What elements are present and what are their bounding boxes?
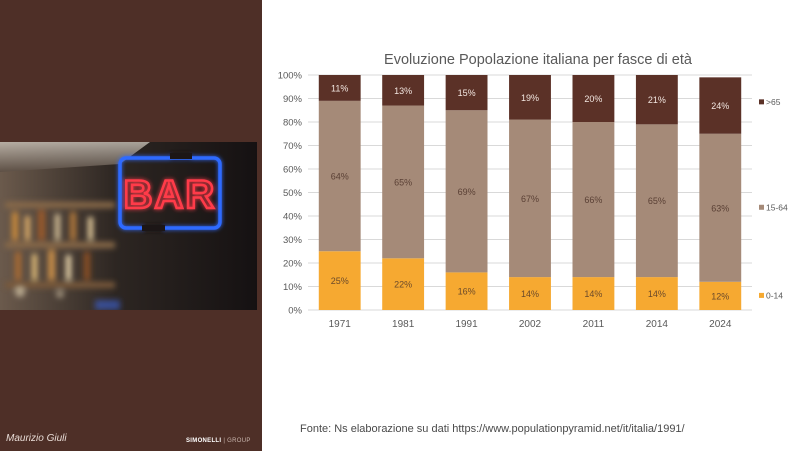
y-axis-ticks: 0% 10% 20% 30% 40% 50% 60% 70% 80% 90% 100% (278, 71, 303, 317)
bar-segment (635, 277, 678, 310)
x-axis-ticks: 1971 1981 1991 2002 2011 2014 2024 (329, 319, 732, 330)
bar-segment (699, 281, 742, 310)
bar-segment (382, 105, 425, 259)
data-label: 15% (458, 88, 476, 98)
data-label: 12% (711, 291, 729, 301)
bar-segment (318, 251, 361, 310)
data-label: 24% (711, 101, 729, 111)
bar-segment (445, 272, 488, 310)
bar-segment (318, 75, 361, 101)
left-panel: BAR Maurizio Giuli SIMONELLI | GROUP (0, 0, 262, 451)
brand-sub: | GROUP (223, 438, 251, 444)
bar-segment (445, 110, 488, 273)
y-tick-label: 100% (278, 71, 303, 82)
data-label: 25% (331, 276, 349, 286)
neon-bar-image: BAR (0, 142, 257, 310)
bar-segment (572, 75, 615, 122)
data-label: 66% (584, 195, 602, 205)
bar-segment (635, 124, 678, 278)
bar-segment (382, 75, 425, 106)
source-note: Fonte: Ns elaborazione su dati https://w… (300, 423, 685, 435)
data-label: 14% (648, 289, 666, 299)
y-tick-label: 30% (283, 235, 303, 246)
x-tick-label: 1971 (329, 319, 352, 330)
data-label: 14% (521, 289, 539, 299)
bar-segment (509, 119, 551, 278)
bar-segment (572, 277, 615, 310)
bar-segment (635, 75, 678, 125)
legend-label: 0-14 (766, 290, 783, 300)
data-label: 69% (458, 187, 476, 197)
bar-segment (445, 75, 488, 111)
bar-segment (509, 277, 551, 310)
x-tick-label: 2024 (709, 319, 732, 330)
y-tick-label: 10% (283, 282, 303, 293)
brand-logo: SIMONELLI | GROUP (186, 438, 251, 444)
bar-photo: BAR (0, 142, 257, 310)
bar-segment (318, 100, 361, 252)
neon-text: BAR (124, 173, 217, 217)
x-tick-label: 2014 (646, 319, 669, 330)
bars: 25% 64% 11% 22% 65% 13% 16% 69% 15% 14% 67% 19% 14% 6… (318, 75, 742, 310)
x-tick-label: 2011 (583, 319, 605, 330)
data-label: 65% (648, 196, 666, 206)
brand-main: SIMONELLI (186, 438, 222, 444)
legend-swatch (759, 204, 764, 210)
neon-sign: BAR (118, 153, 222, 231)
data-label: 64% (331, 172, 349, 182)
data-label: 19% (521, 93, 539, 103)
legend-label: >65 (766, 97, 781, 107)
data-label: 16% (458, 287, 476, 297)
x-tick-label: 2002 (519, 319, 542, 330)
x-tick-label: 1981 (392, 319, 415, 330)
chart-title: Evoluzione Popolazione italiana per fasc… (384, 52, 693, 68)
y-tick-label: 40% (283, 212, 303, 223)
bar-segment (699, 133, 742, 282)
y-tick-label: 80% (283, 118, 303, 129)
y-tick-label: 0% (288, 306, 302, 317)
y-tick-label: 90% (283, 94, 303, 105)
y-tick-label: 50% (283, 188, 303, 199)
x-tick-label: 1991 (455, 319, 478, 330)
data-label: 13% (394, 86, 412, 96)
stacked-bar-chart: Evoluzione Popolazione italiana per fasc… (278, 52, 788, 330)
legend-swatch (759, 99, 764, 105)
legend: 0-14 15-64 >65 (759, 97, 788, 300)
data-label: 63% (711, 203, 729, 213)
y-tick-label: 60% (283, 165, 303, 176)
bar-segment (699, 77, 742, 134)
data-label: 20% (584, 94, 602, 104)
shelf-bottles (5, 202, 120, 310)
data-label: 21% (648, 95, 666, 105)
data-label: 67% (521, 194, 539, 204)
data-label: 14% (584, 289, 602, 299)
y-tick-label: 70% (283, 141, 303, 152)
legend-swatch (759, 292, 764, 298)
bar-segment (382, 258, 425, 310)
legend-label: 15-64 (766, 202, 788, 212)
data-label: 11% (331, 83, 348, 93)
data-label: 22% (394, 280, 412, 290)
author-name: Maurizio Giuli (6, 433, 67, 444)
data-label: 65% (394, 177, 412, 187)
bar-segment (572, 122, 615, 278)
y-tick-label: 20% (283, 259, 303, 270)
bar-segment (509, 75, 551, 120)
